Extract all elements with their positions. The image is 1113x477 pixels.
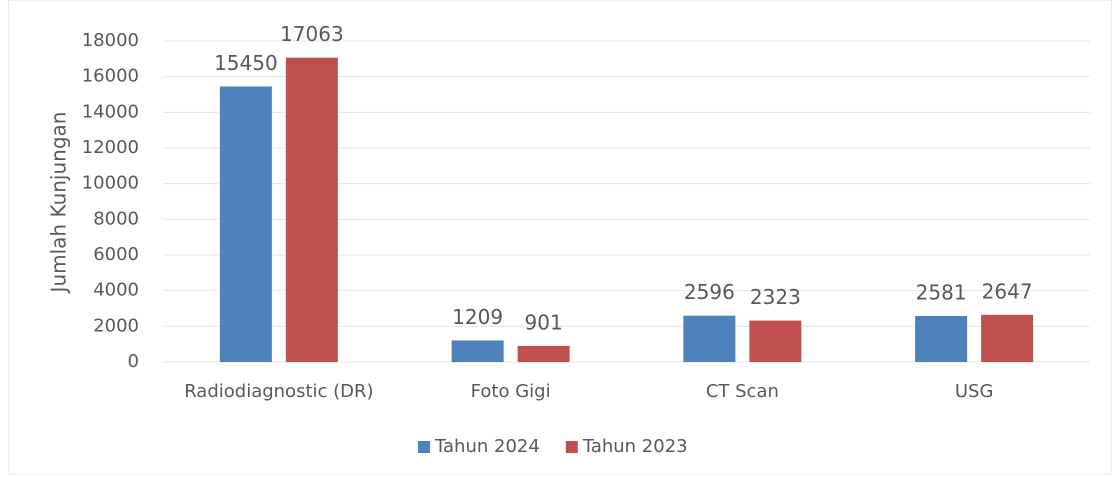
y-tick-label: 6000 xyxy=(93,244,139,265)
chart-frame xyxy=(8,0,1112,475)
data-label: 2647 xyxy=(982,279,1033,303)
data-label: 15450 xyxy=(214,51,278,75)
legend-swatch xyxy=(565,441,578,453)
y-tick-label: 4000 xyxy=(93,280,139,301)
bar xyxy=(981,314,1034,362)
y-tick-label: 12000 xyxy=(82,137,139,158)
bar xyxy=(451,340,504,362)
y-tick-label: 18000 xyxy=(82,30,139,51)
y-axis-label: Jumlah Kunjungan xyxy=(47,112,71,295)
bar xyxy=(915,315,968,362)
y-tick-label: 2000 xyxy=(93,315,139,336)
y-tick-label: 10000 xyxy=(82,173,139,194)
bar xyxy=(749,320,802,362)
bar xyxy=(219,86,272,362)
data-label: 17063 xyxy=(280,22,344,46)
y-tick-label: 0 xyxy=(128,351,139,372)
x-tick-label: USG xyxy=(955,381,994,402)
data-label: 2323 xyxy=(750,285,801,309)
bar xyxy=(285,57,338,362)
legend-label: Tahun 2024 xyxy=(434,436,540,457)
x-tick-label: Foto Gigi xyxy=(471,381,551,402)
legend-label: Tahun 2023 xyxy=(582,436,688,457)
bar xyxy=(683,315,736,362)
x-tick-label: CT Scan xyxy=(706,381,779,402)
data-label: 901 xyxy=(525,310,563,334)
data-label: 2596 xyxy=(684,280,735,304)
data-label: 1209 xyxy=(452,305,503,329)
y-tick-label: 16000 xyxy=(82,66,139,87)
y-tick-label: 14000 xyxy=(82,101,139,122)
y-tick-label: 8000 xyxy=(93,208,139,229)
legend-swatch xyxy=(418,441,430,453)
data-label: 2581 xyxy=(916,280,967,304)
bar xyxy=(517,345,570,362)
x-tick-label: Radiodiagnostic (DR) xyxy=(184,381,373,402)
